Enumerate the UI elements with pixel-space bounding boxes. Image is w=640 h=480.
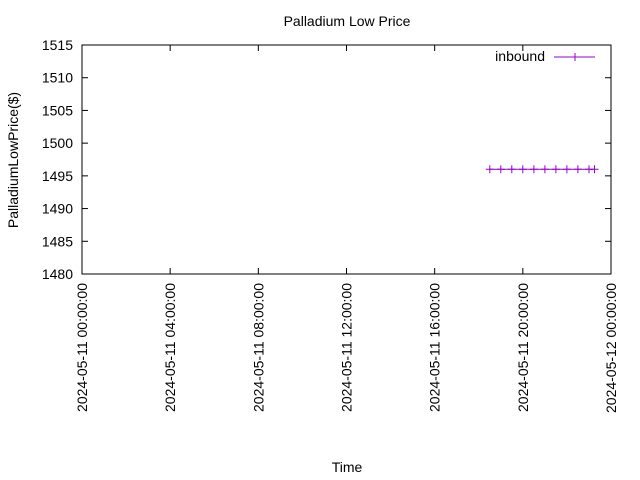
data-point-marker [518, 165, 527, 174]
x-tick-label: 2024-05-11 16:00:00 [427, 283, 443, 412]
data-point-marker [562, 165, 571, 174]
legend-label: inbound [495, 48, 545, 64]
data-point-marker [573, 165, 582, 174]
y-ticks: 1480 1485 1490 1495 1500 1505 1510 1515 [42, 37, 611, 282]
x-tick-label: 2024-05-11 12:00:00 [339, 283, 355, 412]
y-tick-label: 1500 [42, 135, 73, 151]
data-point-marker [529, 165, 538, 174]
legend: inbound [495, 48, 595, 64]
x-tick-label: 2024-05-11 20:00:00 [515, 283, 531, 412]
y-tick-label: 1480 [42, 266, 73, 282]
x-axis-label: Time [332, 459, 363, 475]
legend-swatch-marker [571, 53, 579, 61]
x-ticks: 2024-05-11 00:00:00 2024-05-11 04:00:00 20… [74, 45, 619, 413]
y-axis-label: PalladiumLowPrice($) [5, 92, 21, 228]
data-point-marker [485, 165, 494, 174]
series-group [485, 165, 599, 174]
x-tick-label: 2024-05-12 00:00:00 [603, 283, 619, 413]
x-tick-label: 2024-05-11 08:00:00 [250, 283, 266, 412]
y-tick-label: 1495 [42, 168, 73, 184]
y-tick-label: 1485 [42, 233, 73, 249]
y-tick-label: 1505 [42, 102, 73, 118]
y-tick-label: 1510 [42, 70, 73, 86]
data-point-marker [507, 165, 516, 174]
y-tick-label: 1490 [42, 201, 73, 217]
y-tick-label: 1515 [42, 37, 73, 53]
data-point-marker [496, 165, 505, 174]
x-tick-label: 2024-05-11 04:00:00 [162, 283, 178, 412]
data-point-marker [590, 165, 599, 174]
data-point-marker [540, 165, 549, 174]
plot-frame [81, 44, 612, 275]
data-point-marker [551, 165, 560, 174]
x-tick-label: 2024-05-11 00:00:00 [74, 283, 90, 412]
chart-title: Palladium Low Price [284, 13, 411, 29]
